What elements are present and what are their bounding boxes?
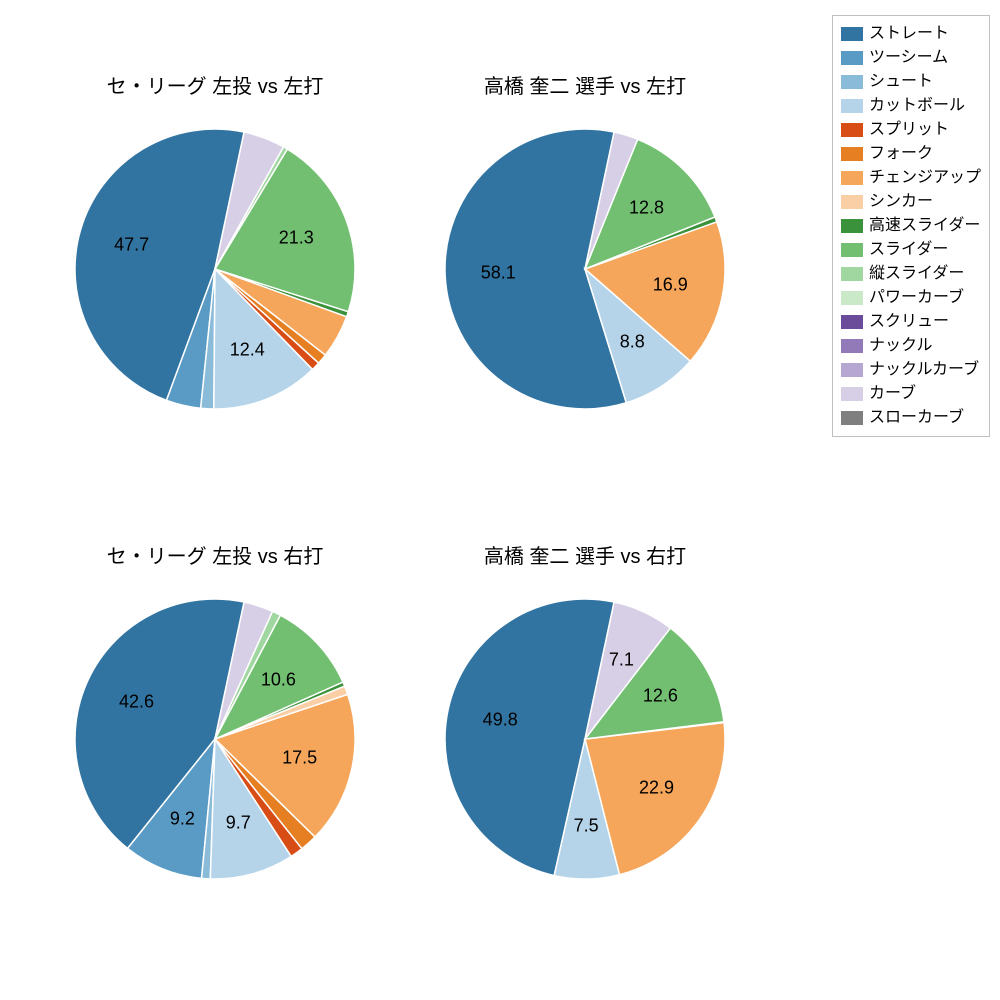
legend-label: スライダー — [869, 238, 948, 262]
slice-label: 12.8 — [629, 197, 664, 218]
slice-label: 9.2 — [170, 809, 195, 830]
chart-cell-2: セ・リーグ 左投 vs 右打 42.6 9.2 9.7 17.5 10.6 — [40, 540, 390, 950]
legend-item: ナックル — [841, 334, 981, 358]
legend-item: スライダー — [841, 238, 981, 262]
pie-chart-2: 42.6 9.2 9.7 17.5 10.6 — [75, 599, 355, 879]
legend-swatch — [841, 387, 863, 401]
slice-label: 22.9 — [639, 778, 674, 799]
legend-label: フォーク — [869, 142, 933, 166]
legend-label: カットボール — [869, 94, 965, 118]
legend-label: ナックル — [869, 334, 933, 358]
legend-item: カットボール — [841, 94, 981, 118]
legend-label: スプリット — [869, 118, 949, 142]
legend-swatch — [841, 411, 863, 425]
legend-item: 高速スライダー — [841, 214, 981, 238]
legend-label: 高速スライダー — [869, 214, 980, 238]
legend-label: ツーシーム — [869, 46, 948, 70]
slice-label: 8.8 — [620, 331, 645, 352]
legend-swatch — [841, 171, 863, 185]
legend-label: ナックルカーブ — [869, 358, 979, 382]
legend-label: パワーカーブ — [869, 286, 964, 310]
slice-label: 12.4 — [230, 339, 265, 360]
legend-label: スクリュー — [869, 310, 949, 334]
legend-item: 縦スライダー — [841, 262, 981, 286]
legend-swatch — [841, 219, 863, 233]
legend-item: フォーク — [841, 142, 981, 166]
legend: ストレートツーシームシュートカットボールスプリットフォークチェンジアップシンカー… — [832, 15, 990, 437]
legend-label: シンカー — [869, 190, 933, 214]
chart-title: 高橋 奎二 選手 vs 左打 — [484, 70, 686, 99]
slice-label: 16.9 — [653, 275, 688, 296]
chart-cell-3: 高橋 奎二 選手 vs 右打 49.8 7.5 22.9 12.6 7.1 — [410, 540, 760, 950]
legend-item: パワーカーブ — [841, 286, 981, 310]
legend-swatch — [841, 123, 863, 137]
legend-item: スローカーブ — [841, 406, 981, 430]
chart-title: セ・リーグ 左投 vs 左打 — [107, 70, 324, 99]
legend-item: ストレート — [841, 22, 981, 46]
legend-label: スローカーブ — [869, 406, 964, 430]
legend-swatch — [841, 195, 863, 209]
legend-label: チェンジアップ — [869, 166, 981, 190]
legend-item: ナックルカーブ — [841, 358, 981, 382]
legend-item: カーブ — [841, 382, 981, 406]
slice-label: 49.8 — [483, 710, 518, 731]
legend-swatch — [841, 291, 863, 305]
legend-swatch — [841, 243, 863, 257]
legend-item: チェンジアップ — [841, 166, 981, 190]
pie-svg — [445, 599, 725, 879]
legend-item: スプリット — [841, 118, 981, 142]
slice-label: 9.7 — [226, 812, 251, 833]
chart-cell-0: セ・リーグ 左投 vs 左打 47.7 12.4 21.3 — [40, 70, 390, 480]
legend-swatch — [841, 267, 863, 281]
legend-item: シュート — [841, 70, 981, 94]
chart-grid: セ・リーグ 左投 vs 左打 47.7 12.4 21.3 高橋 奎二 選手 vs … — [40, 70, 760, 950]
slice-label: 17.5 — [282, 748, 317, 769]
pie-svg — [75, 129, 355, 409]
slice-label: 12.6 — [643, 685, 678, 706]
legend-swatch — [841, 51, 863, 65]
legend-swatch — [841, 147, 863, 161]
chart-title: 高橋 奎二 選手 vs 右打 — [484, 540, 686, 569]
pie-chart-1: 58.1 8.8 16.9 12.8 — [445, 129, 725, 409]
legend-label: シュート — [869, 70, 933, 94]
legend-swatch — [841, 363, 863, 377]
slice-label: 21.3 — [279, 228, 314, 249]
slice-label: 7.1 — [609, 650, 634, 671]
pie-chart-3: 49.8 7.5 22.9 12.6 7.1 — [445, 599, 725, 879]
slice-label: 42.6 — [119, 691, 154, 712]
legend-swatch — [841, 315, 863, 329]
chart-title: セ・リーグ 左投 vs 右打 — [107, 540, 324, 569]
slice-label: 7.5 — [574, 815, 599, 836]
legend-swatch — [841, 339, 863, 353]
slice-label: 10.6 — [261, 669, 296, 690]
legend-swatch — [841, 75, 863, 89]
legend-item: スクリュー — [841, 310, 981, 334]
pie-chart-0: 47.7 12.4 21.3 — [75, 129, 355, 409]
legend-item: ツーシーム — [841, 46, 981, 70]
legend-label: ストレート — [869, 22, 949, 46]
legend-label: カーブ — [869, 382, 916, 406]
legend-swatch — [841, 27, 863, 41]
chart-cell-1: 高橋 奎二 選手 vs 左打 58.1 8.8 16.9 12.8 — [410, 70, 760, 480]
slice-label: 47.7 — [114, 234, 149, 255]
slice-label: 58.1 — [481, 262, 516, 283]
legend-swatch — [841, 99, 863, 113]
pie-svg — [75, 599, 355, 879]
legend-label: 縦スライダー — [869, 262, 964, 286]
legend-item: シンカー — [841, 190, 981, 214]
